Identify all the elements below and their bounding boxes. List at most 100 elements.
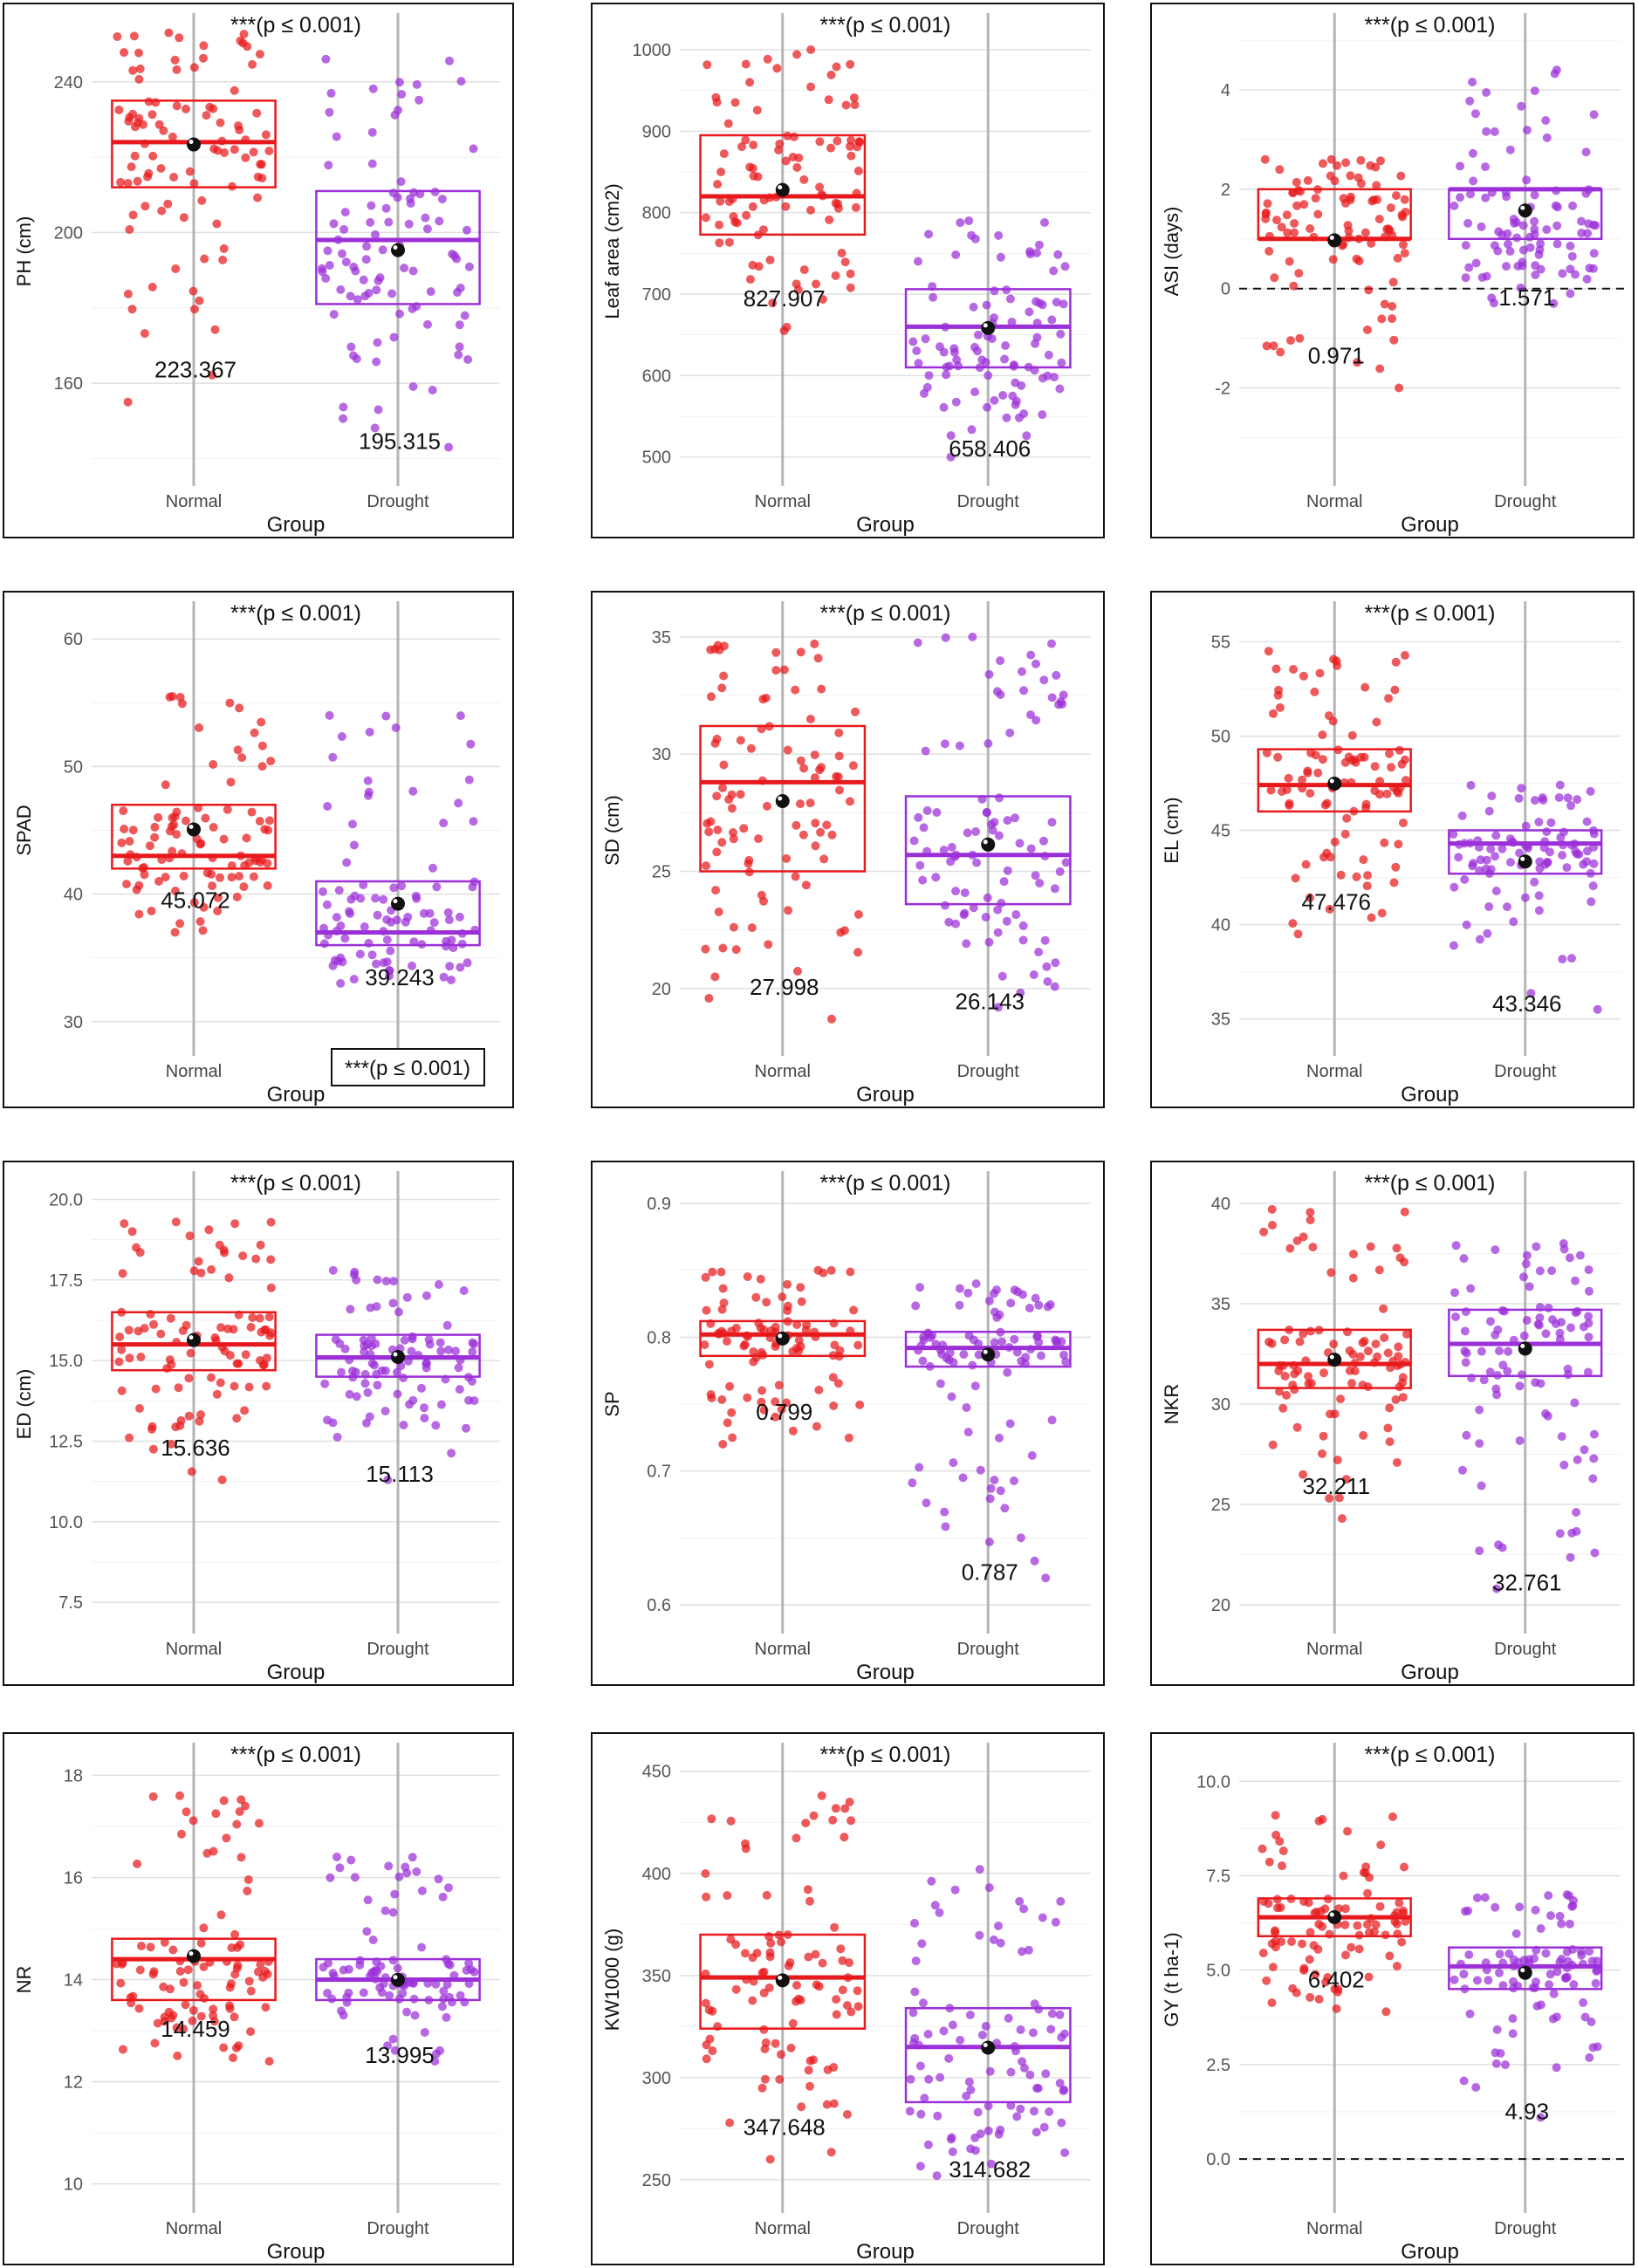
data-point-drought (469, 1967, 479, 1977)
data-point-normal (216, 1323, 226, 1333)
data-point-normal (169, 173, 179, 182)
data-point-normal (730, 98, 740, 107)
data-point-normal (1346, 195, 1355, 205)
data-point-drought (1585, 264, 1594, 273)
data-point-drought (420, 2028, 429, 2037)
data-point-drought (444, 1345, 453, 1354)
data-point-drought (939, 402, 949, 412)
data-point-normal (262, 1353, 271, 1363)
data-point-drought (339, 414, 348, 423)
data-point-drought (1552, 221, 1562, 230)
data-point-drought (1535, 864, 1545, 874)
mean-label-normal: 6.402 (1308, 1966, 1365, 1992)
data-point-normal (853, 2002, 863, 2011)
mean-label-normal: 14.459 (161, 2016, 230, 2042)
data-point-drought (447, 935, 456, 945)
mean-label-drought: 15.113 (366, 1461, 434, 1487)
data-point-normal (704, 1360, 714, 1369)
data-point-normal (806, 45, 816, 54)
data-point-drought (335, 1339, 345, 1348)
data-point-normal (825, 215, 834, 224)
data-point-drought (936, 342, 944, 352)
data-point-normal (702, 861, 710, 871)
data-point-drought (974, 330, 983, 339)
data-point-normal (814, 1385, 824, 1394)
data-point-normal (760, 2074, 770, 2084)
data-point-drought (913, 638, 922, 648)
data-point-drought (382, 935, 392, 944)
data-point-normal (225, 1983, 235, 1992)
data-point-normal (712, 791, 722, 801)
x-tick-label: Drought (957, 2219, 1020, 2238)
mean-marker-normal (187, 822, 201, 837)
y-tick-label: 30 (1211, 1395, 1230, 1415)
data-point-drought (389, 1277, 399, 1286)
data-point-drought (1003, 866, 1012, 875)
data-point-drought (1016, 988, 1025, 997)
data-point-normal (741, 59, 750, 69)
data-point-drought (379, 894, 388, 904)
data-point-normal (170, 55, 180, 65)
data-point-drought (455, 912, 464, 922)
data-point-drought (1043, 976, 1052, 986)
data-point-drought (352, 354, 361, 364)
data-point-drought (1542, 133, 1552, 142)
y-axis-title: ASI (days) (1161, 207, 1182, 297)
data-point-drought (1503, 1367, 1512, 1376)
data-point-drought (1584, 1265, 1593, 1275)
data-point-normal (1343, 221, 1353, 230)
data-point-normal (757, 1347, 766, 1357)
data-point-normal (762, 1298, 771, 1307)
data-point-drought (1515, 1381, 1525, 1391)
x-tick-label: Drought (957, 1062, 1020, 1081)
data-point-normal (830, 1340, 840, 1350)
data-point-normal (1290, 228, 1299, 237)
data-point-drought (999, 877, 1009, 887)
data-point-normal (250, 728, 259, 737)
data-point-drought (1563, 793, 1573, 803)
x-tick-label: Normal (755, 492, 811, 511)
data-point-drought (1479, 1375, 1489, 1385)
data-point-drought (1552, 2063, 1561, 2073)
data-point-drought (389, 883, 399, 893)
data-point-normal (833, 1379, 843, 1388)
panel-gy: 0.0 2.5 5.0 7.5 10.0 6.402 Normal 4.93 Drought **… (1150, 1732, 1635, 2265)
data-point-normal (1278, 1403, 1288, 1413)
data-point-normal (833, 772, 843, 782)
data-point-normal (792, 1981, 801, 1990)
data-point-normal (1398, 1906, 1408, 1915)
data-point-normal (736, 736, 745, 745)
plot-gy: 0.02.55.07.510.06.402Normal4.93Drought**… (1161, 1743, 1629, 2264)
y-tick-label: 14 (64, 1971, 83, 1990)
data-point-drought (984, 669, 994, 679)
data-point-normal (718, 783, 727, 792)
data-point-drought (1491, 2048, 1500, 2058)
data-point-normal (135, 1404, 144, 1413)
data-point-drought (996, 2125, 1005, 2134)
data-point-drought (445, 1960, 455, 1970)
data-point-drought (977, 2031, 987, 2039)
data-point-normal (827, 1014, 836, 1024)
data-point-normal (160, 2012, 169, 2022)
data-point-drought (1471, 2083, 1481, 2092)
data-point-normal (134, 48, 143, 58)
data-point-normal (207, 1373, 216, 1382)
data-point-drought (468, 1347, 477, 1357)
data-point-normal (759, 1405, 769, 1415)
data-point-normal (134, 2004, 144, 2013)
data-point-drought (1591, 1978, 1600, 1988)
data-point-drought (351, 266, 360, 276)
data-point-drought (380, 1407, 390, 1415)
data-point-normal (207, 1264, 216, 1274)
data-point-drought (1544, 1891, 1553, 1901)
data-point-normal (132, 1243, 140, 1252)
data-point-drought (990, 313, 998, 323)
data-point-normal (782, 322, 792, 332)
data-point-normal (232, 1963, 242, 1973)
data-point-drought (1519, 1272, 1528, 1282)
data-point-normal (846, 135, 856, 145)
box-drought (315, 189, 481, 305)
data-point-normal (726, 1816, 736, 1826)
data-point-normal (1299, 671, 1308, 681)
data-point-normal (1375, 790, 1384, 799)
